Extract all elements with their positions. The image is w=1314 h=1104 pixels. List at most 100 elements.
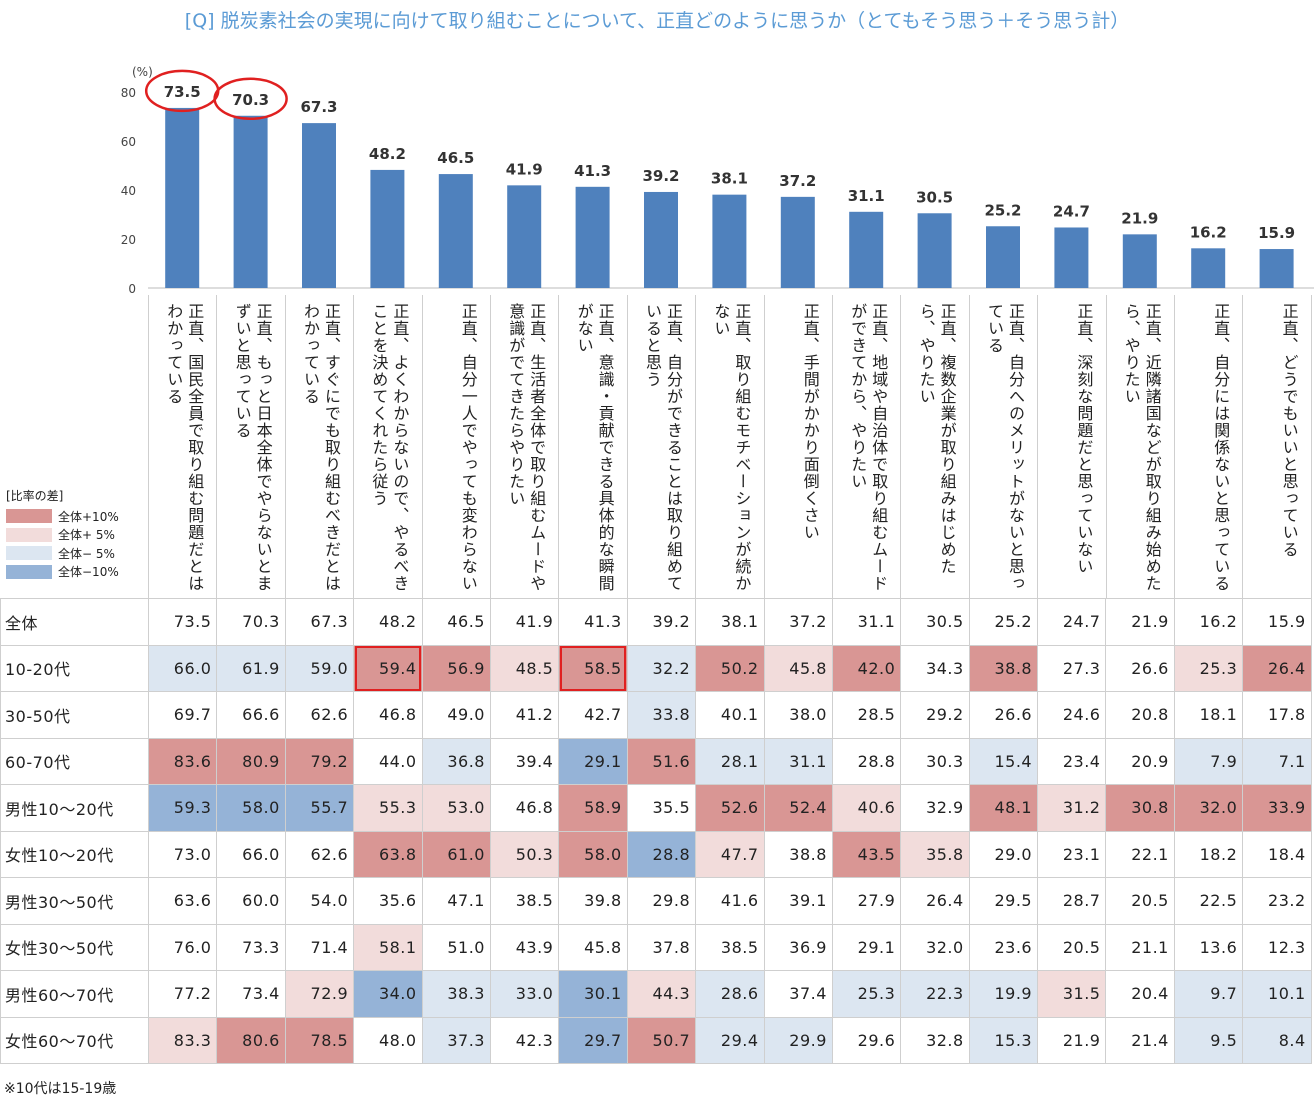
table-cell: 50.7 <box>626 1016 697 1064</box>
table-cell: 30.5 <box>900 598 970 646</box>
table-cell: 28.8 <box>626 830 697 878</box>
table-cell: 25.3 <box>1173 644 1244 692</box>
table-cell: 24.6 <box>1037 691 1107 739</box>
table-cell: 20.8 <box>1105 691 1175 739</box>
page-title: [Q] 脱炭素社会の実現に向けて取り組むことについて、正直どのように思うか（とて… <box>184 10 1130 32</box>
table-cell: 18.4 <box>1242 830 1312 878</box>
table-cell: 52.6 <box>695 784 765 832</box>
table-row: 女性60～70代 83.3 80.6 78.5 48.0 37.3 42.3 29.7 50.7… <box>0 1016 1312 1064</box>
table-cell: 41.3 <box>558 598 628 646</box>
table-cell: 38.1 <box>695 598 765 646</box>
category-label: 正直、どうでもいいと思っている <box>1279 303 1299 558</box>
bar-value-label: 48.2 <box>369 145 406 163</box>
table-cell: 35.6 <box>353 877 423 925</box>
table-cell: 77.2 <box>147 970 218 1018</box>
bar-value-label: 41.3 <box>574 162 611 180</box>
bar-value-label: 67.3 <box>300 98 337 116</box>
bar <box>575 186 610 288</box>
table-cell: 29.1 <box>831 923 902 971</box>
bar-value-label: 73.5 <box>164 83 201 101</box>
table-cell: 48.5 <box>489 644 560 692</box>
table-cell: 73.0 <box>147 830 218 878</box>
label-grid-line <box>1105 295 1107 598</box>
table-cell: 46.5 <box>421 598 491 646</box>
table-cell: 30.1 <box>558 970 628 1018</box>
label-grid-line <box>695 295 697 598</box>
table-cell: 22.3 <box>900 970 970 1018</box>
table-cell: 8.4 <box>1242 1016 1312 1064</box>
category-label: 正直、生活者全体で取り組むムードや意識がでてきたらやりたい <box>506 303 547 592</box>
table-cell: 18.1 <box>1173 691 1244 739</box>
table-cell: 29.8 <box>626 877 697 925</box>
legend-label: 全体+10% <box>58 509 119 524</box>
row-label: 男性60～70代 <box>0 970 149 1018</box>
table-cell: 60.0 <box>216 877 286 925</box>
table-cell: 30.8 <box>1105 784 1175 832</box>
table-cell: 59.0 <box>284 644 355 692</box>
bar <box>1122 234 1157 288</box>
table-cell: 63.6 <box>147 877 218 925</box>
legend-label: 全体−10% <box>58 565 119 580</box>
highlight-circle <box>213 77 288 121</box>
table-cell: 62.6 <box>284 830 355 878</box>
table-cell: 29.9 <box>763 1016 833 1064</box>
table-cell: 46.8 <box>353 691 423 739</box>
table-cell: 41.6 <box>695 877 765 925</box>
legend-label: 全体+ 5% <box>58 528 115 543</box>
table-cell: 35.8 <box>900 830 970 878</box>
bar <box>986 226 1020 288</box>
table-cell: 29.0 <box>968 830 1039 878</box>
table-cell: 20.5 <box>1105 877 1175 925</box>
table-cell: 33.0 <box>489 970 560 1018</box>
table-cell: 39.4 <box>489 737 560 785</box>
label-grid-line <box>763 295 765 598</box>
table-row: 全体 73.5 70.3 67.3 48.2 46.5 41.9 41.3 39.2 38.1 37… <box>0 598 1312 646</box>
category-label: 正直、深刻な問題だと思っていない <box>1074 303 1094 575</box>
table-row: 女性30～50代 76.0 73.3 71.4 58.1 51.0 43.9 45.8 37.8… <box>0 923 1312 971</box>
table-cell: 49.0 <box>421 691 491 739</box>
table-cell: 12.3 <box>1242 923 1312 971</box>
table-row: 女性10～20代 73.0 66.0 62.6 63.8 61.0 50.3 58.0 28.8… <box>0 830 1312 878</box>
table-cell: 28.6 <box>695 970 765 1018</box>
table-cell: 76.0 <box>147 923 218 971</box>
bar <box>438 174 473 288</box>
table-cell: 32.0 <box>900 923 970 971</box>
label-grid-line <box>1242 295 1244 598</box>
table-cell: 28.8 <box>831 737 902 785</box>
legend-title: [比率の差] <box>6 489 64 503</box>
table-cell: 21.1 <box>1105 923 1175 971</box>
table-cell: 46.8 <box>489 784 560 832</box>
table-cell: 59.4 <box>353 644 423 692</box>
bar <box>1054 227 1089 288</box>
row-label: 女性30～50代 <box>0 923 149 971</box>
table-cell: 29.7 <box>558 1016 628 1064</box>
table-cell: 66.0 <box>147 644 218 692</box>
table-cell: 38.5 <box>695 923 765 971</box>
table-cell: 43.9 <box>489 923 560 971</box>
table-cell: 38.3 <box>421 970 491 1018</box>
table-cell: 79.2 <box>284 737 355 785</box>
table-cell: 25.2 <box>968 598 1039 646</box>
bar <box>1191 248 1226 288</box>
table-cell: 21.9 <box>1105 598 1175 646</box>
bar-value-label: 70.3 <box>232 91 269 109</box>
table-cell: 52.4 <box>763 784 833 832</box>
category-label: 正直、すぐにでも取り組むべきだとはわかっている <box>301 303 341 592</box>
bar <box>370 169 405 288</box>
table-cell: 20.4 <box>1105 970 1175 1018</box>
bar <box>233 115 268 288</box>
row-label: 女性60～70代 <box>0 1016 149 1064</box>
bar-value-label: 39.2 <box>642 167 679 185</box>
table-cell: 71.4 <box>284 923 355 971</box>
table-row: 男性10～20代 59.3 58.0 55.7 55.3 53.0 46.8 58.9 35.5… <box>0 784 1312 832</box>
table-row: 男性30～50代 63.6 60.0 54.0 35.6 47.1 38.5 39.8 29.8… <box>0 877 1312 925</box>
table-cell: 38.8 <box>968 644 1039 692</box>
table-cell: 33.8 <box>626 691 697 739</box>
table-cell: 9.7 <box>1173 970 1244 1018</box>
table-cell: 23.4 <box>1037 737 1107 785</box>
table-cell: 27.3 <box>1037 644 1107 692</box>
table-cell: 83.3 <box>147 1016 218 1064</box>
table-cell: 58.5 <box>558 644 628 692</box>
table-cell: 37.3 <box>421 1016 491 1064</box>
label-grid-line <box>558 295 560 598</box>
